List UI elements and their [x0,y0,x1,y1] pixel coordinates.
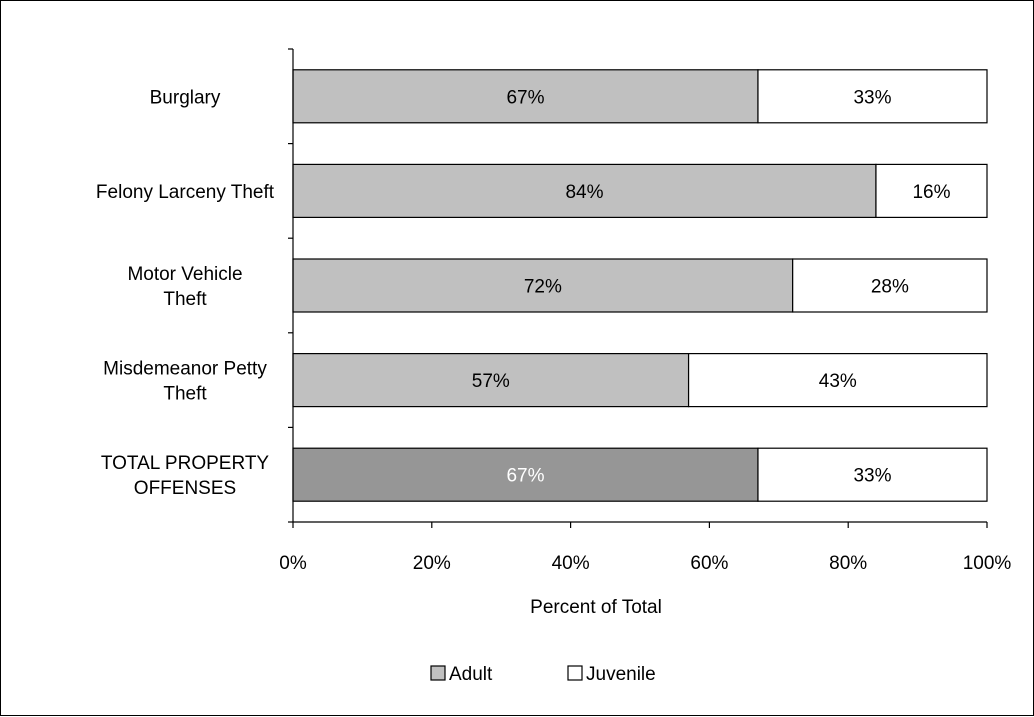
data-label-juvenile-0: 33% [853,87,891,108]
bar-juvenile-1 [875,163,988,218]
x-axis-title: Percent of Total [530,597,662,618]
bars-layer: 67% 33% 84% 16% 72% 28% 57% 43% 67% 33% [292,69,988,502]
bar-juvenile-3 [687,353,988,408]
data-label-juvenile-1: 16% [912,182,950,203]
bar-adult-0 [292,69,759,124]
category-label-2-0: Motor Vehicle [127,264,242,285]
category-label-3-0: Misdemeanor Petty [103,359,267,380]
category-label-1-0: Felony Larceny Theft [96,182,275,203]
legend-label-juvenile: Juvenile [586,664,656,685]
data-label-adult-1: 84% [565,182,603,203]
legend: Adult Juvenile [430,664,656,685]
x-tick-label-1: 20% [413,553,451,574]
category-label-3-1: Theft [163,384,207,405]
x-tick-label-3: 60% [690,553,728,574]
x-tick-label-2: 40% [552,553,590,574]
category-label-4-0: TOTAL PROPERTY [101,453,270,474]
category-label-0-0: Burglary [150,87,221,108]
bar-adult-3 [292,353,690,408]
data-label-juvenile-2: 28% [871,277,909,298]
data-label-adult-0: 67% [506,87,544,108]
category-label-2-1: Theft [163,289,207,310]
x-tick-label-4: 80% [829,553,867,574]
x-tick-label-5: 100% [963,553,1012,574]
category-label-4-1: OFFENSES [134,478,236,499]
bar-juvenile-0 [757,69,988,124]
x-tick-label-0: 0% [279,553,307,574]
data-label-adult-3: 57% [472,371,510,392]
bar-adult-2 [292,258,794,313]
data-label-adult-2: 72% [524,277,562,298]
bar-adult-1 [292,163,877,218]
legend-swatch-juvenile [567,665,583,681]
legend-swatch-adult [430,665,446,681]
data-label-adult-4: 67% [506,466,544,487]
legend-label-adult: Adult [449,664,493,685]
data-label-juvenile-3: 43% [819,371,857,392]
bar-juvenile-2 [792,258,988,313]
data-label-juvenile-4: 33% [853,466,891,487]
bar-juvenile-4 [757,447,988,502]
axes-layer: Burglary Felony Larceny Theft Motor Vehicl… [96,48,1012,574]
